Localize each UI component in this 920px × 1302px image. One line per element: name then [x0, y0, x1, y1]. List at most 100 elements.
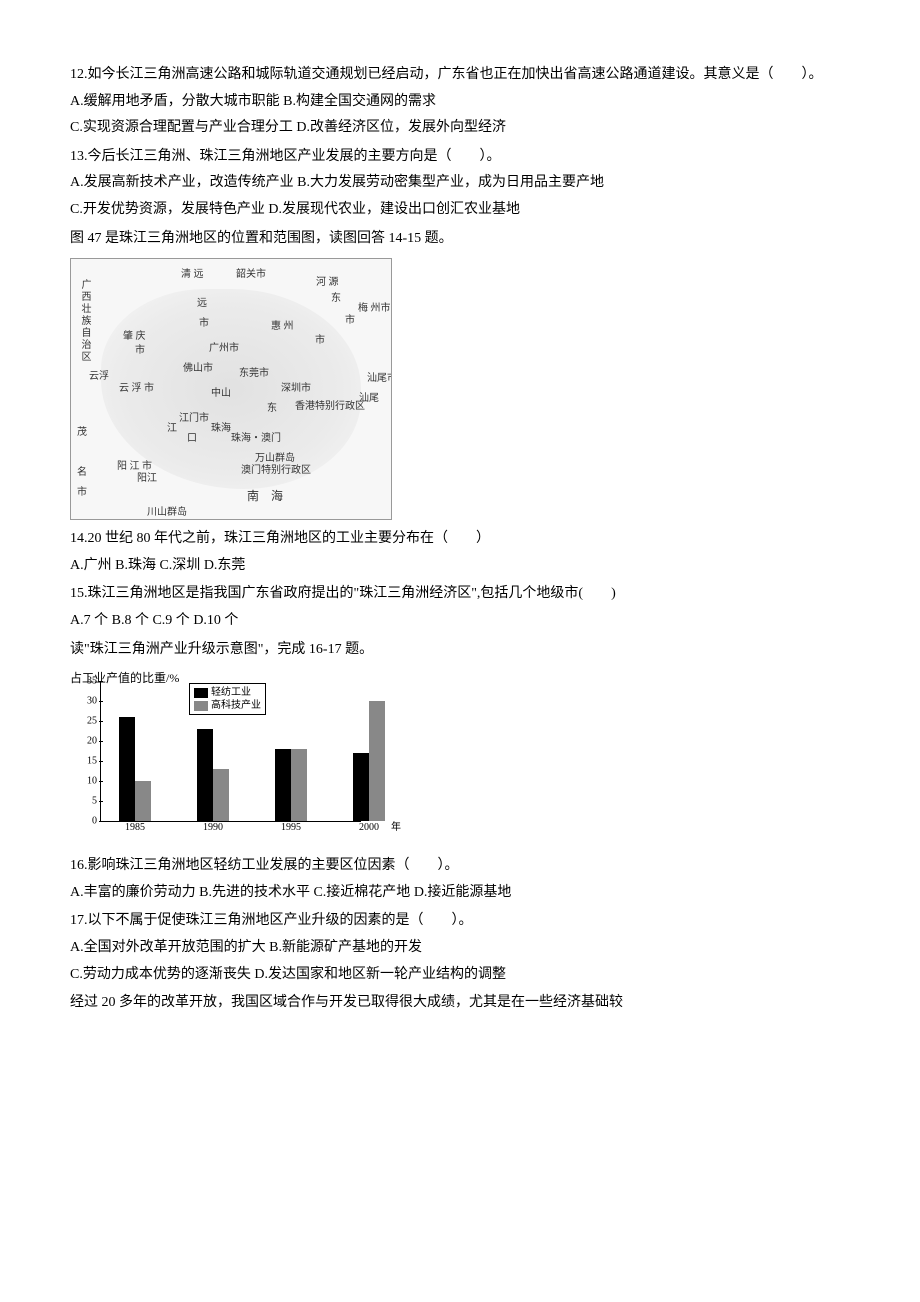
- x-tick-label: 1995: [281, 818, 301, 837]
- y-tick: [99, 761, 103, 762]
- q17-opt-a[interactable]: A.全国对外改革开放范围的扩大: [70, 940, 266, 955]
- closing-paragraph: 经过 20 多年的改革开放，我国区域合作与开发已取得很大成绩，尤其是在一些经济基…: [70, 990, 850, 1017]
- map-label-maoming: 茂: [77, 423, 87, 442]
- y-tick-label: 10: [87, 772, 97, 791]
- q16-options: A.丰富的廉价劳动力 B.先进的技术水平 C.接近棉花产地 D.接近能源基地: [70, 880, 850, 907]
- chart-bar: [291, 749, 307, 821]
- map-label-shi2: 市: [315, 331, 325, 350]
- x-axis-suffix: 年: [391, 818, 401, 837]
- q17-opt-b[interactable]: B.新能源矿产基地的开发: [269, 940, 422, 955]
- map-label-dong2: 东: [267, 399, 277, 418]
- map-label-shaoguan: 韶关市: [236, 265, 266, 284]
- chart-bar: [213, 769, 229, 821]
- map-label-shi1: 市: [199, 314, 209, 333]
- q13-opt-d[interactable]: D.发展现代农业，建设出口创汇农业基地: [268, 202, 520, 217]
- q13-opt-a[interactable]: A.发展高新技术产业，改造传统产业: [70, 175, 294, 190]
- chart-bar: [275, 749, 291, 821]
- legend-label: 高科技产业: [211, 700, 261, 711]
- y-tick-label: 25: [87, 712, 97, 731]
- q12-options-line1: A.缓解用地矛盾，分散大城市职能 B.构建全国交通网的需求: [70, 89, 850, 116]
- y-tick-label: 20: [87, 732, 97, 751]
- y-tick: [99, 721, 103, 722]
- map-label-maoming3: 市: [77, 483, 87, 502]
- q15-options: A.7 个 B.8 个 C.9 个 D.10 个: [70, 608, 850, 635]
- map-label-kou: 口: [187, 429, 197, 448]
- q16-opt-d[interactable]: D.接近能源基地: [414, 885, 512, 900]
- q12-opt-b[interactable]: B.构建全国交通网的需求: [283, 94, 436, 109]
- y-tick-label: 35: [87, 672, 97, 691]
- map-label-yuan: 远: [197, 294, 207, 313]
- map-label-meizhou: 梅 州市: [358, 299, 391, 318]
- q12-opt-c[interactable]: C.实现资源合理配置与产业合理分工: [70, 120, 293, 135]
- map-label-nanhai: 南 海: [247, 485, 283, 508]
- q15-opt-b[interactable]: B.8 个: [112, 613, 149, 628]
- q14-opt-d[interactable]: D.东莞: [204, 558, 246, 573]
- legend-label: 轻纺工业: [211, 687, 251, 698]
- q14-opt-c[interactable]: C.深圳: [159, 558, 200, 573]
- q13-opt-c[interactable]: C.开发优势资源，发展特色产业: [70, 202, 265, 217]
- y-tick-label: 30: [87, 692, 97, 711]
- q17-opt-d[interactable]: D.发达国家和地区新一轮产业结构的调整: [254, 967, 506, 982]
- chart-plot-area: 轻纺工业高科技产业 051015202530351985199019952000…: [100, 681, 361, 822]
- q15-opt-c[interactable]: C.9 个: [152, 613, 189, 628]
- map-label-maoming2: 名: [77, 463, 87, 482]
- map-label-yunfu2: 云浮: [89, 367, 109, 386]
- y-tick: [99, 781, 103, 782]
- map-label-qingyuan: 清 远: [181, 265, 204, 284]
- industry-upgrade-chart: 占工业产值的比重/% 轻纺工业高科技产业 0510152025303519851…: [70, 667, 370, 847]
- q16-opt-b[interactable]: B.先进的技术水平: [199, 885, 310, 900]
- q14-opt-a[interactable]: A.广州: [70, 558, 112, 573]
- map-label-dongguan: 东莞市: [239, 364, 269, 383]
- q17-options-line1: A.全国对外改革开放范围的扩大 B.新能源矿产基地的开发: [70, 935, 850, 962]
- map-label-shi3: 市: [135, 341, 145, 360]
- map-label-chuanshan: 川山群岛: [147, 503, 187, 520]
- chart-bar: [197, 729, 213, 821]
- map-label-shi4: 市: [345, 311, 355, 330]
- q16-stem: 16.影响珠江三角洲地区轻纺工业发展的主要区位因素（ ）。: [70, 853, 850, 880]
- map-label-dong: 东: [331, 289, 341, 308]
- q13-options-line2: C.开发优势资源，发展特色产业 D.发展现代农业，建设出口创汇农业基地: [70, 197, 850, 224]
- y-tick-label: 15: [87, 752, 97, 771]
- x-tick-label: 1985: [125, 818, 145, 837]
- y-tick: [99, 821, 103, 822]
- map-label-jiang: 江: [167, 419, 177, 438]
- q12-opt-d[interactable]: D.改善经济区位，发展外向型经济: [296, 120, 506, 135]
- map-container: 广西壮族自治区 清 远 韶关市 河 源 梅 州市 远 东 肇 庆 市 市 惠 州…: [70, 258, 392, 520]
- map-label-zhongshan: 中山: [211, 384, 231, 403]
- q13-options-line1: A.发展高新技术产业，改造传统产业 B.大力发展劳动密集型产业，成为日用品主要产…: [70, 170, 850, 197]
- chart-bar: [369, 701, 385, 821]
- y-tick-label: 0: [92, 812, 97, 831]
- map-label-huizhou: 惠 州: [271, 317, 294, 336]
- q15-opt-a[interactable]: A.7 个: [70, 613, 108, 628]
- x-tick-label: 2000: [359, 818, 379, 837]
- map-label-shenzhen: 深圳市: [281, 379, 311, 398]
- q12-options-line2: C.实现资源合理配置与产业合理分工 D.改善经济区位，发展外向型经济: [70, 115, 850, 142]
- q16-opt-a[interactable]: A.丰富的廉价劳动力: [70, 885, 196, 900]
- y-tick: [99, 701, 103, 702]
- q14-opt-b[interactable]: B.珠海: [115, 558, 156, 573]
- x-tick-label: 1990: [203, 818, 223, 837]
- q13-opt-b[interactable]: B.大力发展劳动密集型产业，成为日用品主要产地: [297, 175, 604, 190]
- chart-intro: 读"珠江三角洲产业升级示意图"，完成 16-17 题。: [70, 637, 850, 664]
- y-tick: [99, 801, 103, 802]
- q17-opt-c[interactable]: C.劳动力成本优势的逐渐丧失: [70, 967, 251, 982]
- map-label-jiangmen: 江门市: [179, 409, 209, 428]
- q15-opt-d[interactable]: D.10 个: [193, 613, 238, 628]
- legend-row: 轻纺工业: [194, 686, 261, 699]
- legend-row: 高科技产业: [194, 699, 261, 712]
- y-tick: [99, 681, 103, 682]
- q15-stem: 15.珠江三角洲地区是指我国广东省政府提出的"珠江三角洲经济区",包括几个地级市…: [70, 581, 850, 608]
- q16-opt-c[interactable]: C.接近棉花产地: [313, 885, 410, 900]
- q12-opt-a[interactable]: A.缓解用地矛盾，分散大城市职能: [70, 94, 280, 109]
- map-label-zhuhai: 珠海: [211, 419, 231, 438]
- map-label-hk: 香港特别行政区: [295, 397, 365, 416]
- q14-stem: 14.20 世纪 80 年代之前，珠江三角洲地区的工业主要分布在（ ）: [70, 526, 850, 553]
- q17-stem: 17.以下不属于促使珠江三角洲地区产业升级的因素的是（ ）。: [70, 908, 850, 935]
- q14-options: A.广州 B.珠海 C.深圳 D.东莞: [70, 553, 850, 580]
- chart-legend: 轻纺工业高科技产业: [189, 683, 266, 715]
- figure47-intro: 图 47 是珠江三角洲地区的位置和范围图，读图回答 14-15 题。: [70, 226, 850, 253]
- legend-swatch: [194, 688, 208, 698]
- q12-stem: 12.如今长江三角洲高速公路和城际轨道交通规划已经启动，广东省也正在加快出省高速…: [70, 62, 850, 89]
- chart-bar: [353, 753, 369, 821]
- map-label-guangxi: 广西壮族自治区: [75, 279, 94, 363]
